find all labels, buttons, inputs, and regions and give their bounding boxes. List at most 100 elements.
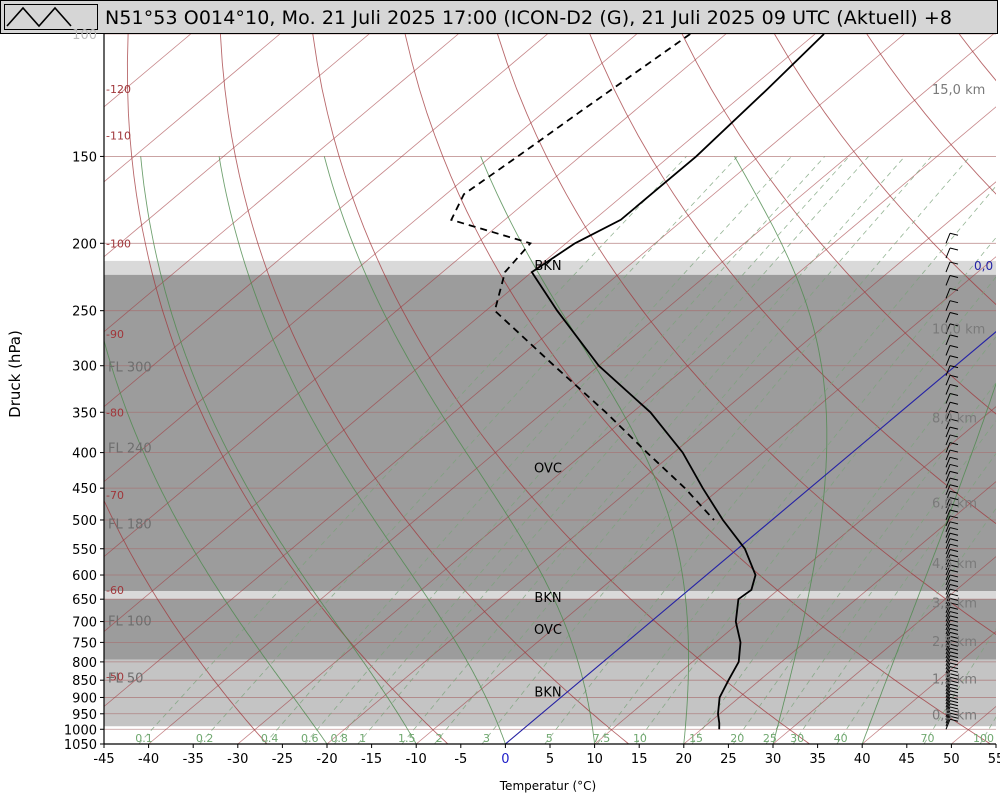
mixing-ratio-label: 0.1 <box>135 732 153 745</box>
mixing-ratio-label: 15 <box>689 732 703 745</box>
wind-barb <box>945 602 959 614</box>
wind-barb <box>945 593 959 604</box>
title-bar: N51°53 O014°10, Mo. 21 Juli 2025 17:00 (… <box>0 0 998 34</box>
moist-adiabat <box>734 156 828 744</box>
wind-barb <box>945 615 959 627</box>
wind-barb <box>945 696 959 708</box>
wind-barb <box>945 449 959 461</box>
wind-barb <box>945 639 959 651</box>
wind-barb <box>945 658 959 670</box>
x-tick-label: -25 <box>272 752 293 767</box>
isotherm-line <box>594 406 996 744</box>
mixing-ratio-label: 70 <box>921 732 935 745</box>
y-tick-label: 300 <box>72 360 97 375</box>
cloud-label: BKN <box>534 259 561 274</box>
wind-barb <box>945 521 959 532</box>
x-tick-label: 0 <box>501 752 509 767</box>
mixing-ratio-line <box>923 628 996 744</box>
wind-barb <box>945 597 959 609</box>
y-axis-label: Druck (hPa) <box>6 330 24 418</box>
x-tick-label: -15 <box>361 752 382 767</box>
cloud-label: OVC <box>534 623 562 638</box>
isotherm-label: -60 <box>106 584 124 597</box>
mixing-ratio-line <box>481 156 971 744</box>
wind-barb <box>945 275 959 286</box>
altitude-label: 2,5 km <box>932 635 977 650</box>
moist-adiabat <box>323 156 596 744</box>
wind-barb <box>945 515 959 527</box>
isotherm-line <box>237 106 996 744</box>
wind-barb <box>945 647 959 659</box>
y-tick-label: 900 <box>72 691 97 706</box>
wind-barb <box>945 611 959 622</box>
wind-barb <box>945 484 959 495</box>
wind-barb <box>945 554 959 565</box>
wind-barb <box>945 686 959 698</box>
isotherm-line <box>683 481 996 744</box>
wind-barb <box>945 627 959 639</box>
dry-adiabat <box>126 34 449 744</box>
y-tick-label: 950 <box>72 708 97 723</box>
isotherm-line <box>104 34 370 258</box>
flight-level-label: FL 100 <box>108 614 152 629</box>
freezing-level-label: 0,0 <box>974 259 993 273</box>
menu-icon[interactable] <box>4 4 98 30</box>
isotherm-line <box>415 256 996 744</box>
mixing-ratio-line <box>434 156 932 744</box>
x-tick-label: 30 <box>765 752 782 767</box>
wind-barb <box>945 312 959 323</box>
wind-barb <box>945 559 959 571</box>
wind-barb <box>945 287 959 299</box>
isotherm-line <box>104 34 905 708</box>
wind-barb <box>945 706 959 718</box>
mixing-ratio-label: 30 <box>790 732 804 745</box>
y-tick-label: 400 <box>72 447 97 462</box>
mixing-ratio-label: 5 <box>546 732 553 745</box>
mixing-ratio-label: 100 <box>973 732 994 745</box>
altitude-label: 6,0 km <box>932 497 977 512</box>
wind-barb <box>945 683 959 695</box>
wind-barb <box>945 669 959 681</box>
dry-adiabat <box>312 34 810 744</box>
wind-barb <box>945 477 959 489</box>
y-tick-label: 250 <box>72 305 97 320</box>
dry-adiabat <box>404 34 991 744</box>
wind-barb <box>945 703 959 714</box>
wind-barb <box>945 463 959 475</box>
isotherm-label: -90 <box>106 328 124 341</box>
wind-barb <box>945 606 959 618</box>
cloud-label: OVC <box>534 461 562 476</box>
isotherm-label: -80 <box>106 406 124 419</box>
wind-barb <box>945 700 959 711</box>
altitude-label: 0,5 km <box>932 709 977 724</box>
wind-barb <box>945 619 959 631</box>
wind-barb <box>945 631 959 643</box>
y-tick-label: 450 <box>72 482 97 497</box>
wind-barb <box>945 676 959 688</box>
wind-barb <box>945 709 959 721</box>
x-tick-label: 40 <box>854 752 871 767</box>
isotherm-label: -110 <box>106 130 131 143</box>
y-tick-label: 750 <box>72 636 97 651</box>
wind-barb <box>945 401 959 413</box>
x-tick-label: -10 <box>406 752 427 767</box>
wind-barb <box>945 509 959 521</box>
x-tick-label: -5 <box>454 752 467 767</box>
wind-barb <box>945 232 959 244</box>
x-tick-label: 25 <box>720 752 737 767</box>
mixing-ratio-label: 3 <box>483 732 490 745</box>
wind-barb <box>945 418 959 430</box>
wind-barb <box>945 490 959 502</box>
mixing-ratio-line <box>792 452 996 744</box>
wind-barb <box>945 643 959 655</box>
mixing-ratio-line <box>691 336 996 744</box>
wind-barb <box>945 635 959 647</box>
cloud-layer-band <box>104 260 996 275</box>
y-tick-label: 1050 <box>64 738 97 753</box>
mixing-ratio-line <box>836 507 996 744</box>
y-tick-label: 1000 <box>64 723 97 738</box>
wind-barb <box>945 662 959 674</box>
dry-adiabat <box>219 34 629 744</box>
wind-barb <box>945 503 959 515</box>
